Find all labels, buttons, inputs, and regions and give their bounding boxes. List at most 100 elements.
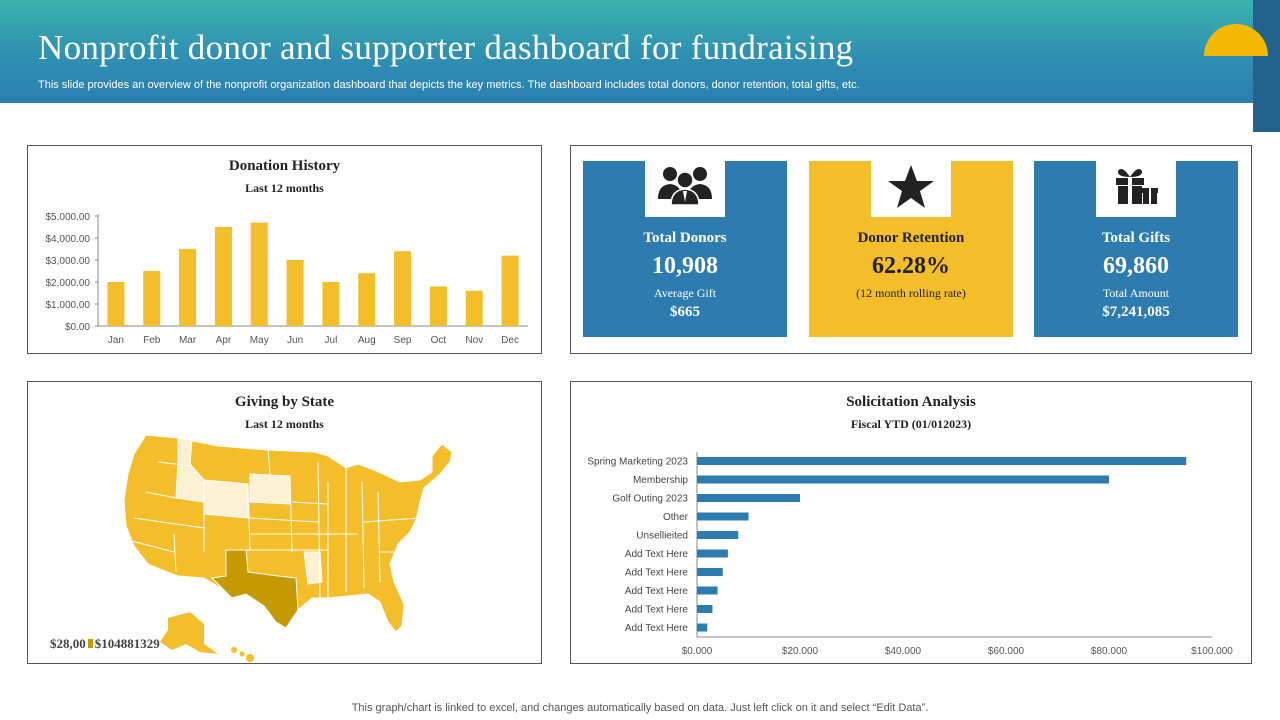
donation-history-panel[interactable]: Donation History Last 12 months $0.00 $1,… — [27, 145, 542, 354]
x-tick-label: $60.000 — [988, 646, 1025, 657]
x-tick-label: May — [250, 335, 269, 346]
kpi-icon-box — [1096, 161, 1176, 217]
x-tick-label: Feb — [143, 335, 161, 346]
footer-note: This graph/chart is linked to excel, and… — [351, 702, 929, 714]
x-tick-label: $40.000 — [885, 646, 922, 657]
solicitation-title: Solicitation Analysis — [846, 394, 976, 410]
hbar-9 — [697, 623, 708, 632]
bar-jan — [107, 282, 125, 326]
category-label: Add Text Here — [625, 623, 689, 634]
category-label: Other — [663, 512, 689, 523]
kpi-donors-sub-label: Average Gift — [653, 286, 717, 300]
donation-history-subtitle: Last 12 months — [245, 181, 324, 195]
hbar-4 — [697, 531, 739, 539]
kpi-icon-box — [871, 161, 951, 217]
x-tick-label: Jul — [325, 335, 338, 346]
x-tick-label: Aug — [358, 335, 376, 346]
legend-max-value: $104881329 — [94, 636, 160, 651]
x-tick-label: Sep — [394, 335, 412, 346]
page-subtitle: This slide provides an overview of the n… — [38, 79, 860, 91]
category-label: Unsellieited — [636, 531, 688, 542]
header-banner: Nonprofit donor and supporter dashboard … — [0, 0, 1253, 103]
page-title: Nonprofit donor and supporter dashboard … — [38, 28, 854, 67]
state-hawaii — [231, 647, 254, 662]
category-label: Add Text Here — [625, 586, 689, 597]
hbar-2 — [697, 494, 800, 502]
kpi-total-donors[interactable]: Total Donors 10,908 Average Gift $665 — [583, 161, 787, 337]
legend-swatch — [87, 639, 93, 648]
map-legend: $28,00 $104881329 — [50, 636, 160, 652]
y-tick-label: $4,000.00 — [46, 234, 91, 245]
kpi-donors-sub-value: $665 — [670, 304, 700, 320]
hbar-7 — [697, 586, 718, 595]
bar-oct — [429, 286, 447, 326]
kpi-donor-retention[interactable]: Donor Retention 62.28% (12 month rolling… — [809, 161, 1013, 337]
kpi-gifts-sub-value: $7,241,085 — [1102, 304, 1170, 320]
kpi-total-gifts[interactable]: Total Gifts 69,860 Total Amount $7,241,0… — [1034, 161, 1238, 337]
giving-by-state-subtitle: Last 12 months — [245, 417, 324, 431]
state-texas-highlight — [210, 549, 299, 629]
x-tick-label: Dec — [501, 335, 519, 346]
hbar-8 — [697, 605, 713, 613]
y-tick-label: $1,000.00 — [46, 300, 91, 311]
hbar-0 — [697, 457, 1187, 465]
y-tick-label: $2,000.00 — [46, 278, 91, 289]
category-label: Membership — [633, 475, 688, 486]
category-label: Add Text Here — [625, 605, 689, 616]
state-south-dakota-light — [249, 473, 291, 505]
us-map[interactable] — [28, 422, 541, 662]
kpi-gifts-sub-label: Total Amount — [1102, 286, 1170, 300]
hbar-5 — [697, 549, 728, 558]
hbar-6 — [697, 568, 723, 576]
hbar-1 — [697, 475, 1109, 484]
x-tick-label: Nov — [465, 335, 483, 346]
solicitation-analysis-panel[interactable]: Solicitation Analysis Fiscal YTD (01/012… — [570, 381, 1252, 664]
x-tick-label: $100.000 — [1191, 646, 1233, 657]
solicitation-chart[interactable]: Spring Marketing 2023 Membership Golf Outi… — [571, 382, 1251, 663]
star-icon — [888, 165, 934, 208]
kpi-donors-label: Total Donors — [643, 230, 727, 246]
giving-by-state-panel[interactable]: Giving by State Last 12 months $28,00 $10… — [27, 381, 542, 664]
bar-apr — [214, 227, 232, 326]
kpi-gifts-label: Total Gifts — [1101, 230, 1171, 246]
bar-dec — [501, 255, 519, 326]
x-tick-label: $20.000 — [782, 646, 819, 657]
hbar-3 — [697, 512, 749, 521]
y-tick-label: $3,000.00 — [46, 256, 91, 267]
kpi-donors-value: 10,908 — [652, 253, 718, 279]
x-tick-label: Jan — [108, 335, 124, 346]
x-tick-label: Jun — [287, 335, 303, 346]
bar-mar — [179, 249, 197, 326]
state-mississippi-light — [303, 551, 323, 585]
x-tick-label: Oct — [431, 335, 447, 346]
giving-by-state-title: Giving by State — [234, 394, 335, 410]
kpi-retention-label: Donor Retention — [857, 230, 965, 246]
kpi-icon-box — [645, 161, 725, 217]
x-tick-label: $80.000 — [1091, 646, 1128, 657]
gift-icon — [1116, 169, 1158, 204]
state-wyoming-light — [203, 479, 249, 519]
legend-min-value: $28,00 — [50, 636, 86, 651]
donation-history-chart[interactable]: $0.00 $1,000.00 $2,000.00 $3,000.00 $4,000.0… — [28, 146, 541, 353]
y-tick-label: $5,000.00 — [46, 212, 91, 223]
kpi-retention-sub-label: (12 month rolling rate) — [856, 286, 966, 300]
x-tick-label: $0.000 — [682, 646, 713, 657]
y-tick-label: $0.00 — [65, 322, 90, 333]
category-label: Golf Outing 2023 — [612, 494, 688, 505]
header-accent-strip — [1253, 0, 1280, 132]
category-label: Add Text Here — [625, 568, 689, 579]
people-icon — [658, 167, 712, 206]
solicitation-subtitle: Fiscal YTD (01/012023) — [850, 417, 972, 431]
kpi-retention-value: 62.28% — [872, 253, 950, 279]
state-alaska — [160, 612, 218, 654]
kpi-gifts-value: 69,860 — [1103, 253, 1169, 279]
bar-jun — [286, 260, 304, 326]
bar-nov — [465, 290, 483, 326]
category-label: Add Text Here — [625, 549, 689, 560]
bar-may — [250, 222, 268, 326]
kpi-panel: Total Donors 10,908 Average Gift $665 Do… — [570, 145, 1252, 354]
x-tick-label: Mar — [179, 335, 197, 346]
category-label: Spring Marketing 2023 — [587, 457, 688, 468]
bar-jul — [322, 282, 340, 326]
bar-sep — [394, 251, 412, 326]
